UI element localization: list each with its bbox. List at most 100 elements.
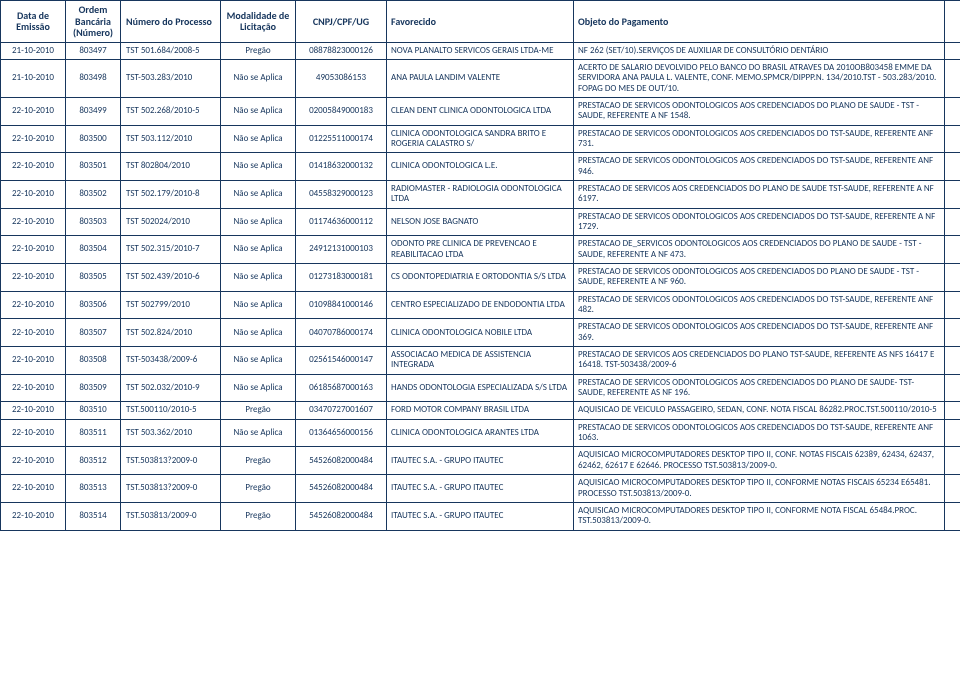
table-row: 22-10-2010803508TST-503438/2009-6Não se … <box>1 347 960 375</box>
cell-date: 22-10-2010 <box>1 264 66 292</box>
cell-date: 22-10-2010 <box>1 236 66 264</box>
cell-val: 23.506,22 <box>945 347 960 375</box>
cell-mod: Não se Aplica <box>221 125 296 153</box>
cell-obj: PRESTACAO DE SERVICOS ODONTOLOGICOS AOS … <box>574 97 945 125</box>
cell-fav: HANDS ODONTOLOGIA ESPECIALIZADA S/S LTDA <box>387 374 574 402</box>
payments-table: Data de EmissãoOrdem Bancária (Número)Nú… <box>0 0 960 531</box>
cell-proc: TST 502.439/2010-6 <box>121 264 221 292</box>
cell-date: 22-10-2010 <box>1 347 66 375</box>
cell-date: 22-10-2010 <box>1 125 66 153</box>
cell-cnpj: 01174636000112 <box>296 208 387 236</box>
cell-cnpj: 03470727001607 <box>296 402 387 419</box>
table-row: 22-10-2010803507TST 502.824/2010Não se A… <box>1 319 960 347</box>
cell-mod: Não se Aplica <box>221 319 296 347</box>
col-val: Valor OB <box>945 1 960 43</box>
cell-obj: AQUISICAO MICROCOMPUTADORES DESKTOP TIPO… <box>574 447 945 475</box>
cell-val: 111,58 <box>945 180 960 208</box>
cell-obj: PRESTACAO DE SERVICOS AOS CREDENCIADOS D… <box>574 347 945 375</box>
table-row: 22-10-2010803499TST 502.268/2010-5Não se… <box>1 97 960 125</box>
cell-mod: Pregão <box>221 42 296 59</box>
cell-ord: 803504 <box>66 236 121 264</box>
cell-fav: NOVA PLANALTO SERVICOS GERAIS LTDA-ME <box>387 42 574 59</box>
col-date: Data de Emissão <box>1 1 66 43</box>
cell-fav: NELSON JOSE BAGNATO <box>387 208 574 236</box>
table-row: 21-10-2010803497TST 501.684/2008-5Pregão… <box>1 42 960 59</box>
cell-cnpj: 01225511000174 <box>296 125 387 153</box>
table-body: 21-10-2010803497TST 501.684/2008-5Pregão… <box>1 42 960 530</box>
table-row: 22-10-2010803512TST.503813?2009-0Pregão5… <box>1 447 960 475</box>
table-row: 22-10-2010803503TST 502024/2010Não se Ap… <box>1 208 960 236</box>
col-mod: Modalidade de Licitação <box>221 1 296 43</box>
cell-date: 22-10-2010 <box>1 447 66 475</box>
cell-fav: ITAUTEC S.A. - GRUPO ITAUTEC <box>387 447 574 475</box>
cell-cnpj: 01418632000132 <box>296 153 387 181</box>
cell-ord: 803502 <box>66 180 121 208</box>
cell-ord: 803510 <box>66 402 121 419</box>
cell-obj: PRESTACAO DE SERVICOS ODONTOLOGICOS AOS … <box>574 208 945 236</box>
cell-date: 22-10-2010 <box>1 419 66 447</box>
cell-val: 131,06 <box>945 153 960 181</box>
cell-fav: ASSOCIACAO MEDICA DE ASSISTENCIA INTEGRA… <box>387 347 574 375</box>
table-row: 22-10-2010803502TST 502.179/2010-8Não se… <box>1 180 960 208</box>
col-ord: Ordem Bancária (Número) <box>66 1 121 43</box>
table-row: 22-10-2010803506TST 502799/2010Não se Ap… <box>1 291 960 319</box>
cell-proc: TST 502799/2010 <box>121 291 221 319</box>
cell-obj: PRESTACAO DE SERVICOS ODONTOLOGICOS AOS … <box>574 319 945 347</box>
cell-proc: TST-503.283/2010 <box>121 59 221 97</box>
cell-val: 92,98 <box>945 419 960 447</box>
cell-proc: TST.500110/2010-5 <box>121 402 221 419</box>
cell-obj: AQUISICAO MICROCOMPUTADORES DESKTOP TIPO… <box>574 475 945 503</box>
cell-mod: Não se Aplica <box>221 97 296 125</box>
cell-mod: Não se Aplica <box>221 236 296 264</box>
cell-cnpj: 54526082000484 <box>296 502 387 530</box>
cell-proc: TST 502.268/2010-5 <box>121 97 221 125</box>
cell-date: 21-10-2010 <box>1 42 66 59</box>
cell-cnpj: 06185687000163 <box>296 374 387 402</box>
cell-fav: CLINICA ODONTOLOGICA ARANTES LTDA <box>387 419 574 447</box>
table-row: 22-10-2010803500TST 503.112/2010Não se A… <box>1 125 960 153</box>
cell-val: 563,26 <box>945 236 960 264</box>
cell-date: 22-10-2010 <box>1 319 66 347</box>
cell-cnpj: 49053086153 <box>296 59 387 97</box>
cell-date: 22-10-2010 <box>1 153 66 181</box>
cell-mod: Não se Aplica <box>221 180 296 208</box>
cell-date: 22-10-2010 <box>1 97 66 125</box>
cell-proc: TST.503813/2009-0 <box>121 502 221 530</box>
cell-obj: PRESTACAO DE SERVICOS ODONTOLOGICOS AOS … <box>574 419 945 447</box>
cell-obj: PRESTACAO DE SERVICOS ODONTOLOGICOS AOS … <box>574 291 945 319</box>
cell-proc: TST 503.362/2010 <box>121 419 221 447</box>
cell-obj: PRESTACAO DE SERVICOS AOS CREDENCIADOS D… <box>574 180 945 208</box>
cell-mod: Não se Aplica <box>221 59 296 97</box>
cell-mod: Não se Aplica <box>221 153 296 181</box>
cell-val: 13.758,29 <box>945 42 960 59</box>
cell-ord: 803505 <box>66 264 121 292</box>
cell-mod: Não se Aplica <box>221 291 296 319</box>
cell-proc: TST 503.112/2010 <box>121 125 221 153</box>
table-header: Data de EmissãoOrdem Bancária (Número)Nú… <box>1 1 960 43</box>
cell-mod: Pregão <box>221 402 296 419</box>
cell-mod: Não se Aplica <box>221 208 296 236</box>
cell-mod: Não se Aplica <box>221 347 296 375</box>
table-row: 22-10-2010803505TST 502.439/2010-6Não se… <box>1 264 960 292</box>
cell-obj: NF 262 (SET/10).SERVIÇOS DE AUXILIAR DE … <box>574 42 945 59</box>
cell-ord: 803503 <box>66 208 121 236</box>
cell-val: 1.046,38 <box>945 125 960 153</box>
cell-val: 434,79 <box>945 97 960 125</box>
cell-cnpj: 04070786000174 <box>296 319 387 347</box>
cell-cnpj: 01098841000146 <box>296 291 387 319</box>
cell-obj: PRESTACAO DE_SERVICOS ODONTOLOGICOS AOS … <box>574 236 945 264</box>
cell-date: 22-10-2010 <box>1 180 66 208</box>
cell-date: 22-10-2010 <box>1 502 66 530</box>
cell-cnpj: 04558329000123 <box>296 180 387 208</box>
cell-ord: 803498 <box>66 59 121 97</box>
cell-mod: Pregão <box>221 475 296 503</box>
cell-proc: TST-503438/2009-6 <box>121 347 221 375</box>
cell-fav: ODONTO PRE CLINICA DE PREVENCAO E REABIL… <box>387 236 574 264</box>
cell-cnpj: 01364656000156 <box>296 419 387 447</box>
cell-proc: TST.503813?2009-0 <box>121 475 221 503</box>
cell-date: 22-10-2010 <box>1 208 66 236</box>
cell-ord: 803509 <box>66 374 121 402</box>
cell-obj: PRESTACAO DE SERVICOS ODONTOLOGICOS AOS … <box>574 153 945 181</box>
cell-obj: PRESTACAO DE SERVICOS ODONTOLOGICOS AOS … <box>574 374 945 402</box>
cell-mod: Não se Aplica <box>221 419 296 447</box>
